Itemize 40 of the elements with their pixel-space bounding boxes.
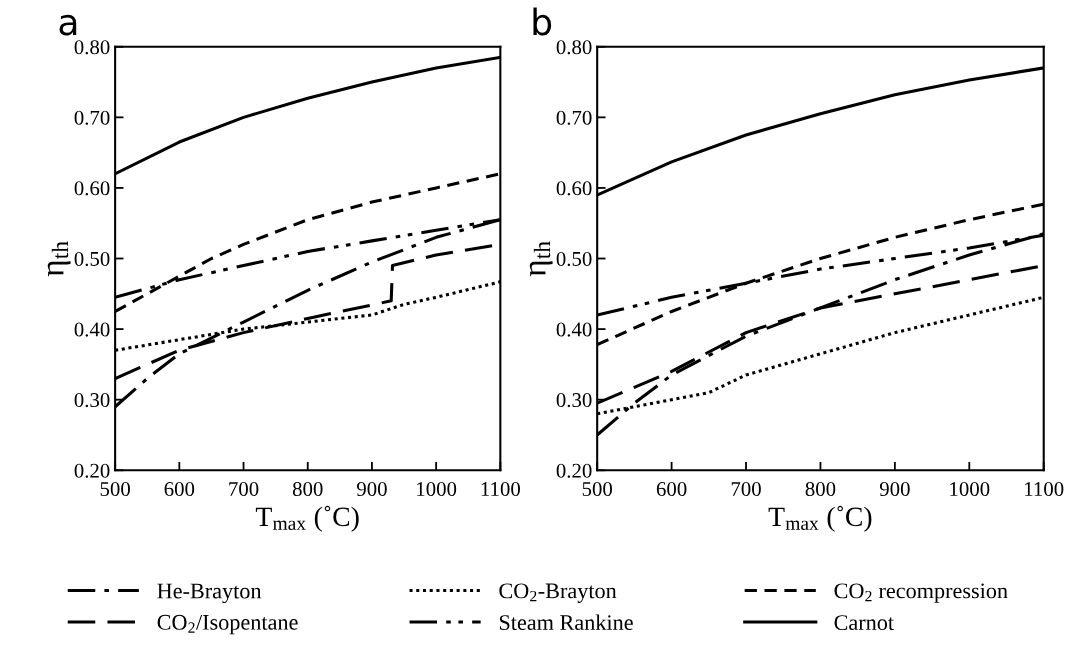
x-tick-label: 1000 bbox=[417, 481, 457, 497]
x-tick-label: 1100 bbox=[1025, 481, 1064, 497]
y-tick-label: 0.80 bbox=[74, 40, 110, 55]
y-tick-label: 0.80 bbox=[556, 40, 592, 55]
legend-label: Steam Rankine bbox=[499, 614, 633, 631]
x-tick-label: 600 bbox=[164, 481, 195, 497]
x-axis-title: T$_{max}$ (˚C) bbox=[768, 505, 872, 532]
y-tick-label: 0.30 bbox=[556, 393, 592, 408]
legend-label: CO$_{2}$ recompression bbox=[834, 583, 1008, 603]
x-tick-label: 600 bbox=[656, 481, 687, 497]
x-tick-label: 900 bbox=[879, 481, 910, 497]
x-tick-label: 500 bbox=[582, 481, 613, 497]
y-tick-label: 0.40 bbox=[556, 322, 592, 337]
y-tick-label: 0.20 bbox=[74, 463, 110, 478]
y-tick-label: 0.60 bbox=[74, 181, 110, 196]
x-tick-label: 1100 bbox=[481, 481, 520, 497]
legend-label: He-Brayton bbox=[157, 583, 262, 604]
legend-label: CO$_{2}$-Brayton bbox=[499, 583, 617, 603]
x-axis-title: T$_{max}$ (˚C) bbox=[255, 505, 359, 532]
y-tick-label: 0.70 bbox=[556, 110, 592, 125]
y-tick-label: 0.50 bbox=[556, 251, 592, 267]
y-tick-label: 0.40 bbox=[74, 322, 110, 337]
y-tick-label: 0.70 bbox=[74, 110, 110, 125]
y-tick-label: 0.60 bbox=[556, 181, 592, 196]
y-tick-label: 0.30 bbox=[74, 393, 110, 408]
y-axis-title: η$_{th}$ bbox=[47, 241, 71, 277]
text: a bbox=[59, 14, 77, 36]
x-tick-label: 700 bbox=[229, 481, 259, 497]
text: b bbox=[533, 7, 552, 36]
x-tick-label: 700 bbox=[731, 481, 761, 497]
x-tick-label: 900 bbox=[356, 481, 387, 497]
x-tick-label: 800 bbox=[805, 481, 836, 497]
y-tick-label: 0.20 bbox=[556, 463, 592, 478]
legend-label: CO$_{2}$/Isopentane bbox=[157, 614, 298, 635]
x-tick-label: 500 bbox=[100, 481, 130, 497]
x-tick-label: 800 bbox=[292, 481, 323, 497]
legend-label: Carnot bbox=[834, 615, 894, 631]
y-tick-label: 0.50 bbox=[74, 251, 110, 267]
y-axis-title: η$_{th}$ bbox=[529, 241, 553, 277]
x-tick-label: 1000 bbox=[950, 481, 990, 497]
